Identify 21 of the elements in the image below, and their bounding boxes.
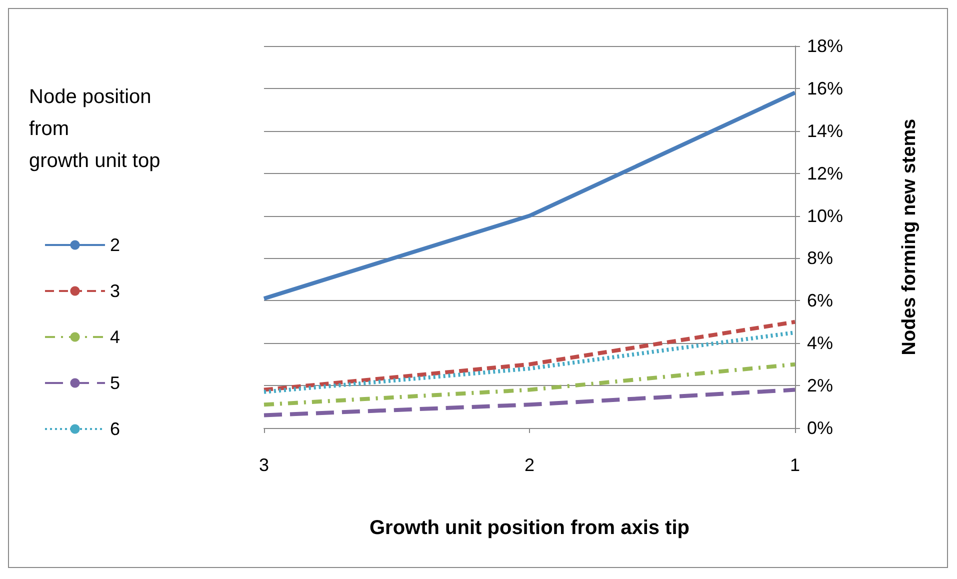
y-tick-label: 10% [807, 206, 844, 226]
x-tick-label: 1 [790, 455, 800, 475]
x-tick-label: 3 [258, 455, 270, 475]
x-axis-title: Growth unit position from axis tip [370, 517, 690, 539]
legend-label: 3 [110, 281, 120, 301]
legend-label: 6 [110, 419, 120, 439]
legend-label: 4 [110, 327, 120, 347]
y-tick-label: 16% [807, 78, 844, 98]
x-tick-label: 2 [524, 455, 535, 475]
y-tick-label: 18% [807, 36, 844, 56]
y-axis-title: Nodes forming new stems [899, 118, 920, 356]
legend-label: 5 [110, 373, 120, 393]
y-tick-label: 0% [807, 418, 834, 438]
y-tick-label: 6% [807, 290, 834, 311]
legend-title: Node position from growth unit top [29, 86, 160, 172]
legend-label: 2 [110, 235, 120, 255]
y-tick-label: 14% [807, 120, 844, 141]
y-tick-label: 2% [807, 376, 834, 396]
y-tick-label: 4% [807, 333, 834, 354]
y-tick-label: 12% [807, 163, 844, 184]
y-tick-label: 8% [807, 248, 834, 268]
